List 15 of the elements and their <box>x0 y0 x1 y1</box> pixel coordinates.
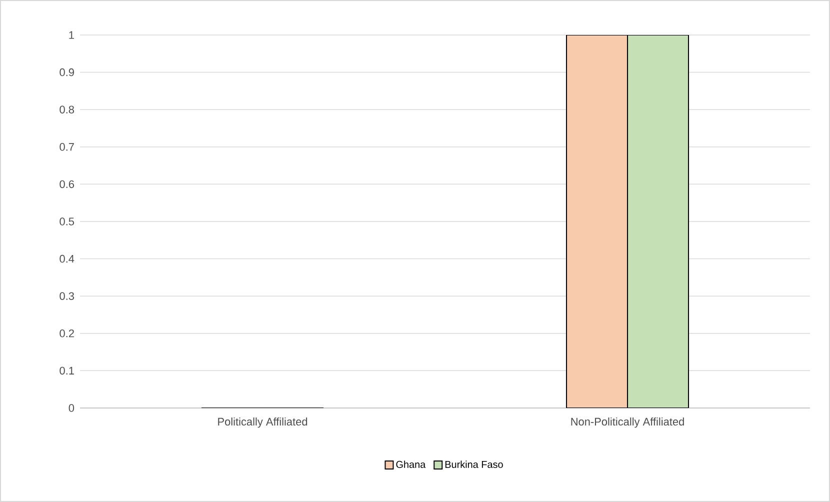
y-tick-label: 0.4 <box>60 254 74 263</box>
y-tick-label: 0.2 <box>60 330 74 338</box>
y-tick-label: 0.6 <box>60 180 74 188</box>
y-tick-label: 0 <box>68 404 74 412</box>
y-tick-label: 0.9 <box>60 68 74 76</box>
y-tick-label: 0.3 <box>60 292 74 300</box>
y-tick-label: 0.8 <box>60 106 74 114</box>
y-tick-label: 0.5 <box>60 218 74 226</box>
y-tick-label: 0.1 <box>60 366 74 375</box>
y-tick-label: 0.7 <box>60 143 74 151</box>
x-tick-label: Politically Affiliated <box>218 418 308 428</box>
legend-label: Ghana <box>396 460 426 468</box>
legend-label: Burkina Faso <box>445 460 503 468</box>
x-tick-label: Non-Politically Affiliated <box>571 418 684 428</box>
y-tick-label: 1 <box>69 31 74 39</box>
